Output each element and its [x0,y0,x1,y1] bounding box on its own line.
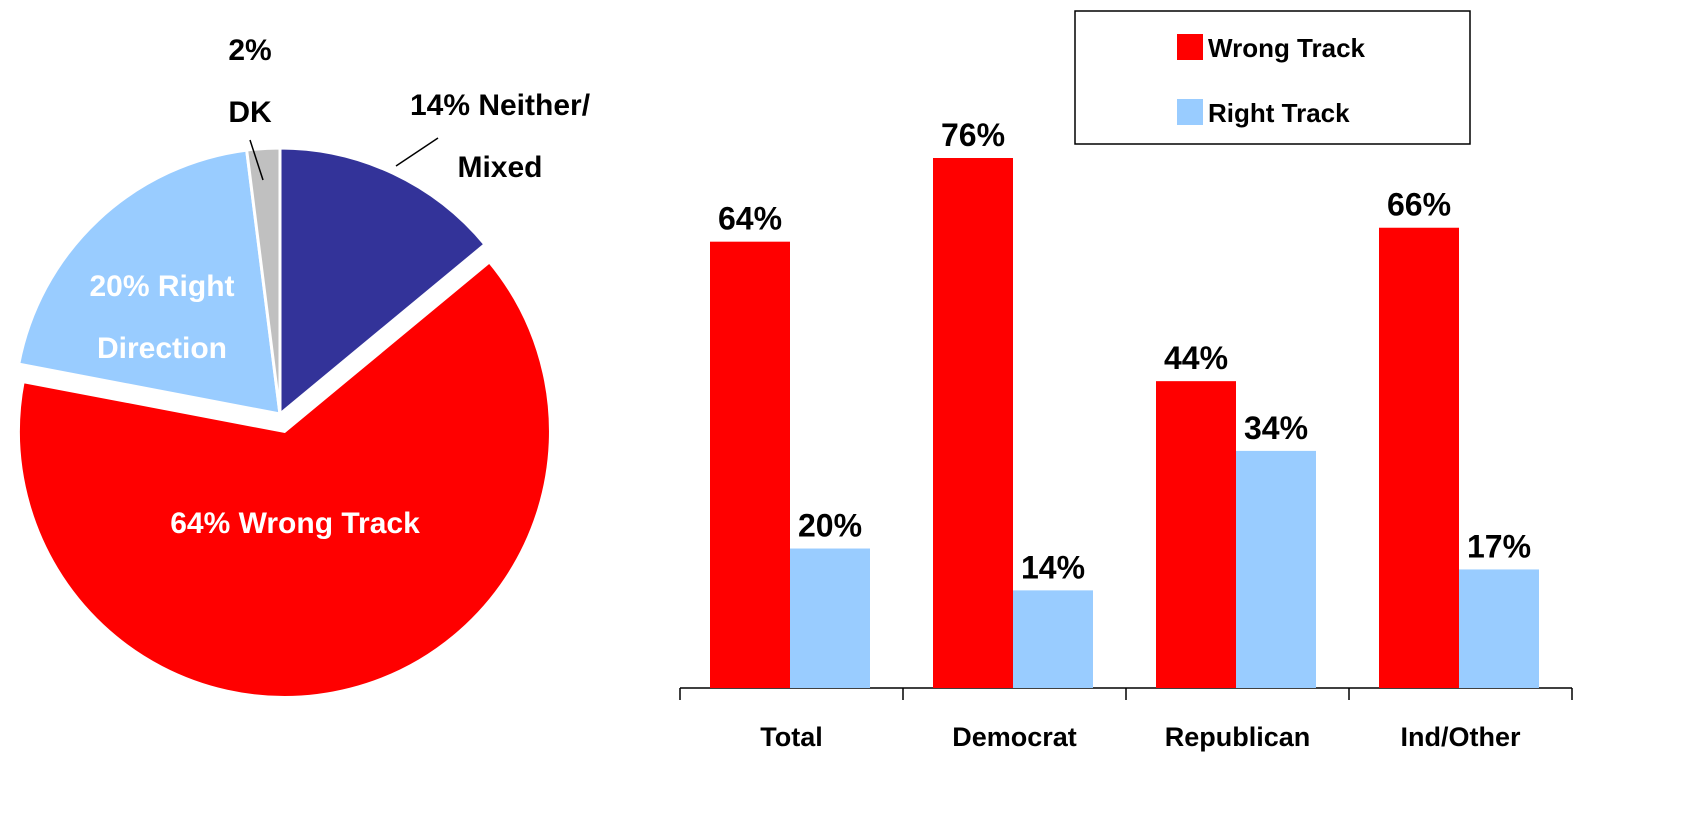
pie-label-neither-mixed: 14% Neither/ [410,89,591,122]
x-tick-label-ind-other: Ind/Other [1401,722,1521,752]
pie-label-right-direction: 20% Right [89,270,234,303]
pie-slice-wrong-track [17,259,552,699]
legend-swatch-wrong-track [1177,34,1203,60]
pie-slice-dk [244,146,282,415]
pie-label-right-direction: Direction [97,332,227,365]
bar-wrong-track-total [710,241,790,688]
bar-right-track-ind-other [1459,569,1539,688]
pie-slice-neither-mixed [278,146,488,418]
data-label-wrong-track-democrat: 76% [941,117,1005,153]
legend-swatch-right-track [1177,99,1203,125]
bar-chart: 64% 20% Total 76% 14% Democrat 44% 34% Republica… [679,10,1573,752]
data-label-right-track-republican: 34% [1244,410,1308,446]
bar-right-track-democrat [1013,590,1093,688]
pie-leader-line-dk [249,139,264,181]
bar-right-track-total [790,548,870,688]
pie-leader-line-neither-mixed [395,137,439,167]
data-label-right-track-total: 20% [798,508,862,544]
legend-label-right-track: Right Track [1208,98,1350,128]
pie-label-wrong-track: 64% Wrong Track [170,507,420,540]
data-label-right-track-democrat: 14% [1021,549,1085,585]
pie-slice-right-direction [16,148,282,416]
bar-wrong-track-ind-other [1379,227,1459,688]
x-tick-label-democrat: Democrat [952,722,1077,752]
pie-chart: 14% Neither/Mixed 64% Wrong Track 20% Righ… [16,34,591,699]
x-tick-label-total: Total [760,722,823,752]
legend-box [1074,10,1471,145]
data-label-right-track-ind-other: 17% [1467,528,1531,564]
pie-label-dk: DK [228,96,272,129]
data-label-wrong-track-total: 64% [718,201,782,237]
bar-wrong-track-republican [1156,381,1236,688]
data-label-wrong-track-ind-other: 66% [1387,187,1451,223]
bar-right-track-republican [1236,450,1316,688]
pie-label-dk: 2% [228,34,271,67]
data-label-wrong-track-republican: 44% [1164,340,1228,376]
legend-label-wrong-track: Wrong Track [1208,33,1366,63]
bar-wrong-track-democrat [933,158,1013,688]
pie-label-neither-mixed: Mixed [457,151,542,184]
x-tick-label-republican: Republican [1165,722,1311,752]
